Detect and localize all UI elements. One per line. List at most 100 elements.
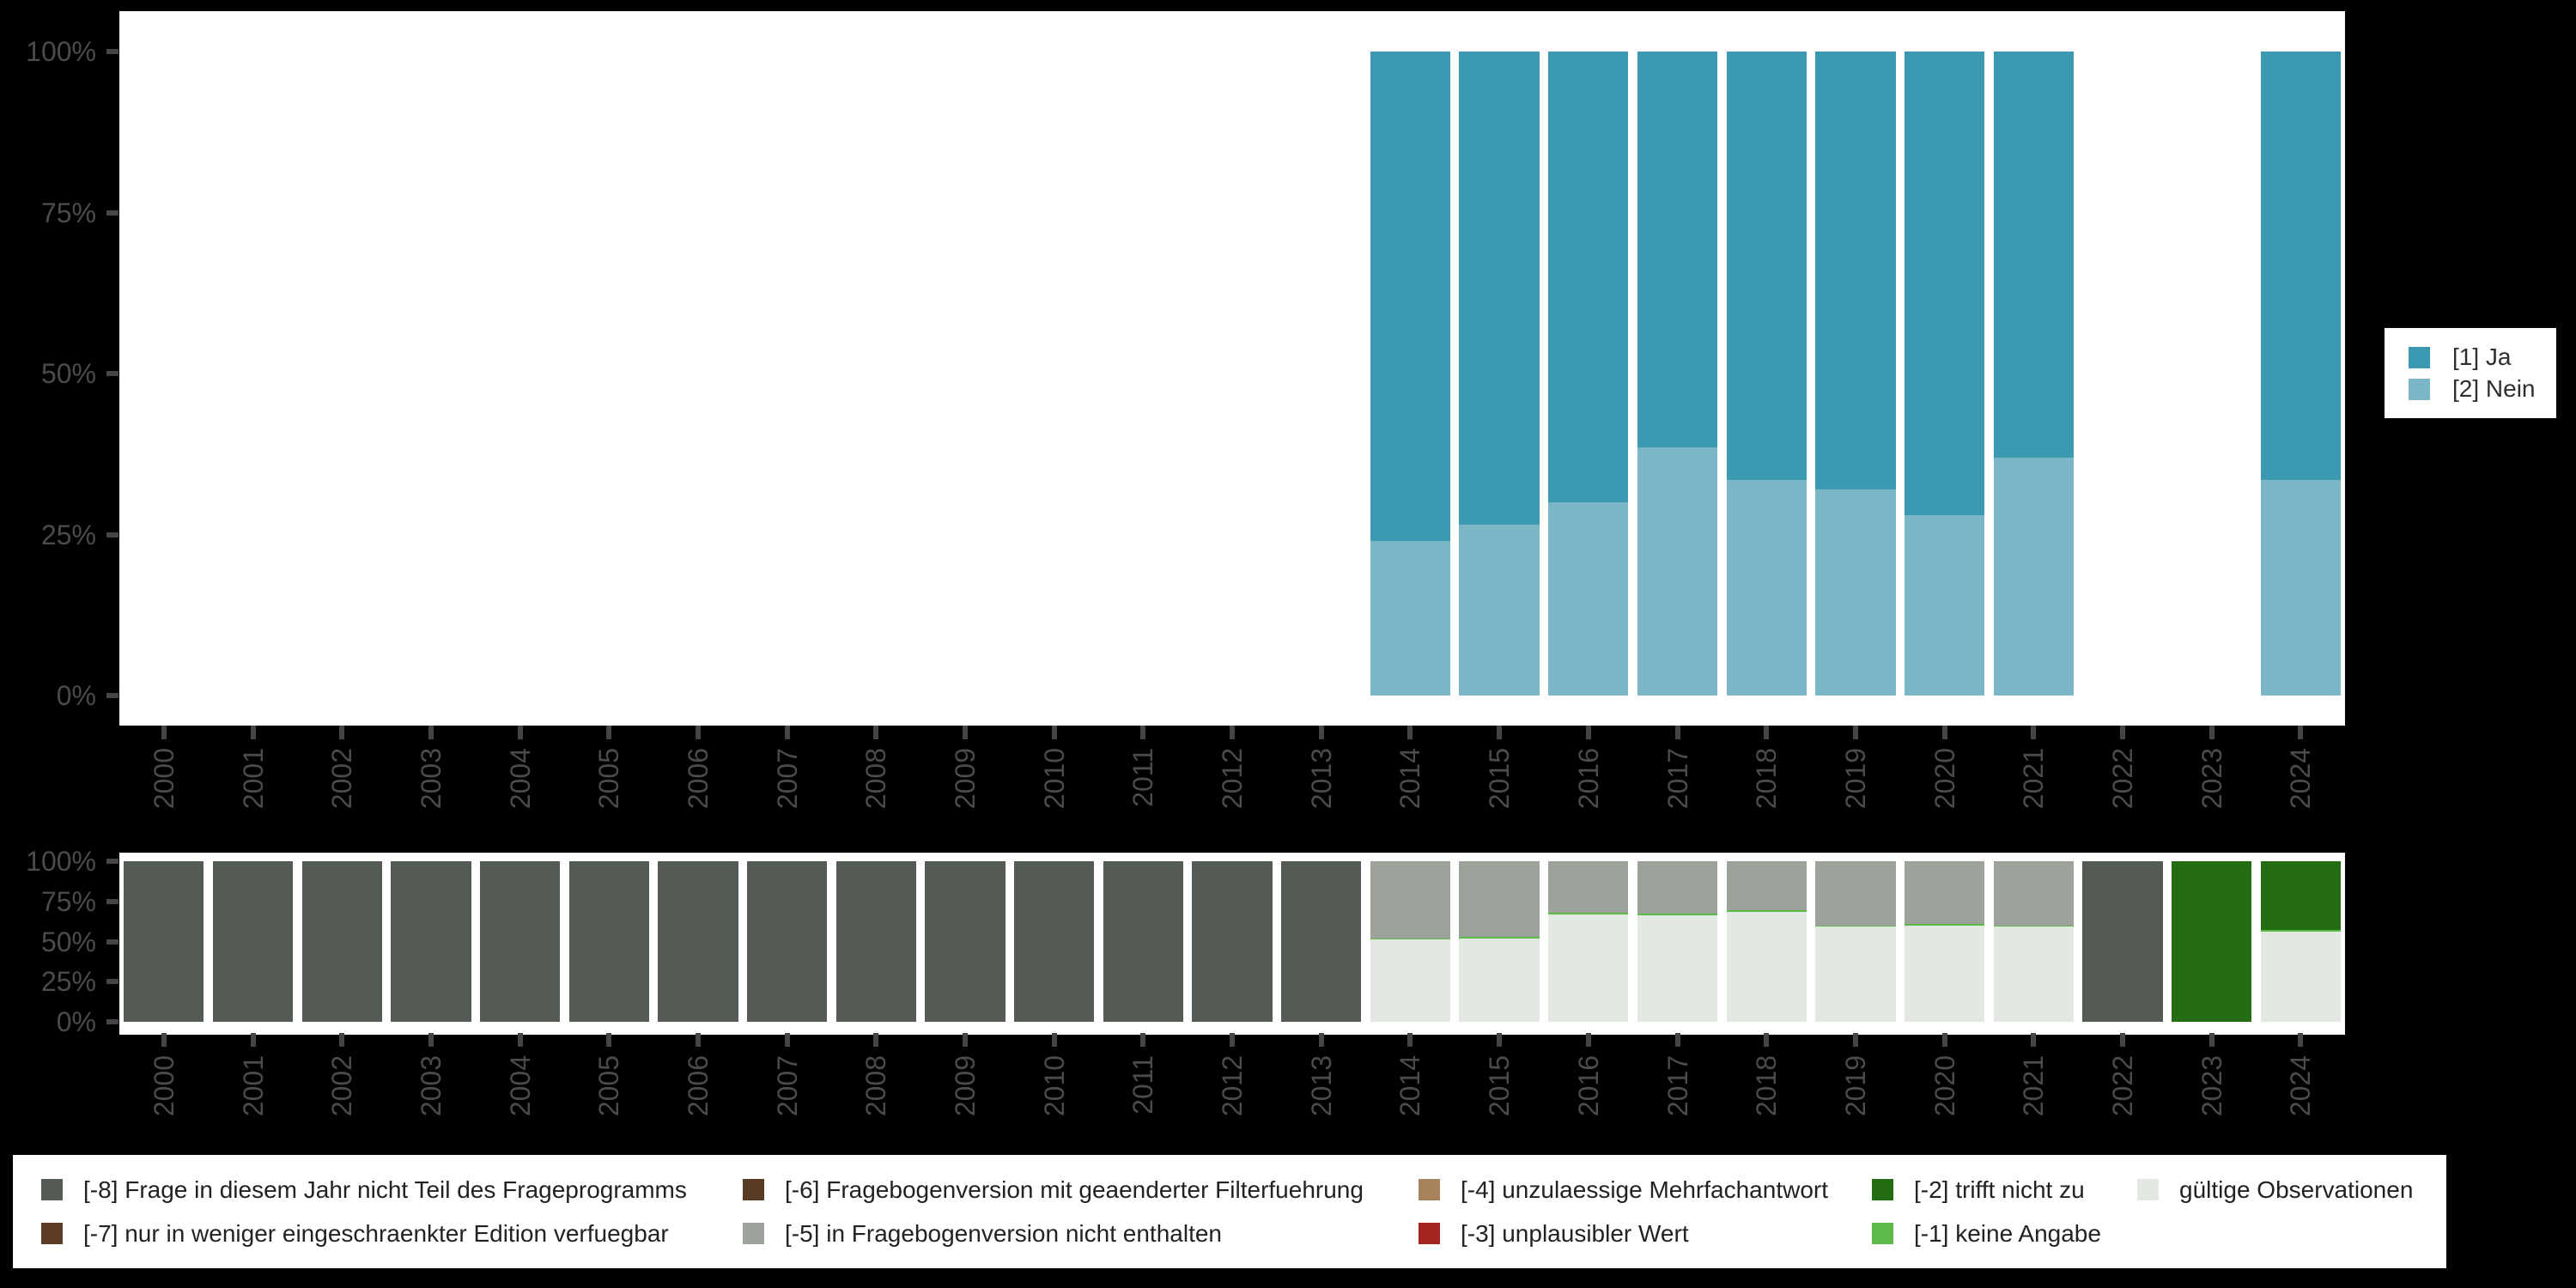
x-tick-mark (2298, 1033, 2304, 1047)
x-tick-mark (517, 1033, 523, 1047)
bar-2024-2-trifft-nicht-zu (2260, 860, 2341, 931)
x-tick-mark (1941, 1033, 1947, 1047)
y-tick-label: 75% (40, 197, 96, 228)
legend-label: [1] Ja (2452, 343, 2512, 370)
bar-slot-2001 (209, 11, 298, 726)
x-tick-mark (1140, 1033, 1146, 1047)
bar-slot-2007 (743, 853, 832, 1035)
legend-label: [-2] trifft nicht zu (1914, 1176, 2085, 1203)
x-slot-2019: 2019 (1811, 1033, 1900, 1170)
x-slot-2013: 2013 (1277, 726, 1366, 863)
x-tick-label-2009: 2009 (950, 748, 981, 810)
x-slot-2008: 2008 (832, 1033, 921, 1170)
legend-label: [-6] Fragebogenversion mit geaenderter F… (785, 1176, 1364, 1203)
x-tick-label-2023: 2023 (2196, 748, 2227, 810)
bar-2008-8-frage-in-diesem-jahr-nicht-teil-des-frageprogramms (835, 860, 916, 1022)
x-tick-mark (1497, 726, 1503, 739)
bar-slot-2004 (476, 11, 565, 726)
legend-item-5-in-fragebogenversion-nicht-enthalten: [-5] in Fragebogenversion nicht enthalte… (743, 1220, 1364, 1247)
x-tick-mark (2208, 1033, 2215, 1047)
y-tick-label: 100% (26, 36, 96, 67)
x-slot-2024: 2024 (2257, 1033, 2346, 1170)
x-slot-2021: 2021 (1989, 1033, 2078, 1170)
x-tick-label-2022: 2022 (2106, 1055, 2138, 1117)
legend-item-6-fragebogenversion-mit-geaenderter-filterfuehrung: [-6] Fragebogenversion mit geaenderter F… (743, 1176, 1364, 1203)
x-tick-label-2017: 2017 (1662, 1055, 1693, 1117)
x-tick-label-2008: 2008 (860, 1055, 892, 1117)
bar-slot-2010 (1010, 853, 1099, 1035)
bar-slot-2017 (1633, 853, 1722, 1035)
bar-slot-2015 (1455, 11, 1544, 726)
x-tick-mark (2031, 1033, 2037, 1047)
x-tick-label-2004: 2004 (504, 748, 536, 810)
x-tick-mark (250, 726, 256, 739)
x-tick-mark (1764, 1033, 1770, 1047)
bar-slot-2014 (1366, 853, 1455, 1035)
legend-item-2-nein: [2] Nein (2409, 375, 2556, 403)
x-tick-label-2017: 2017 (1662, 748, 1693, 810)
x-tick-label-2020: 2020 (1929, 748, 1960, 810)
x-tick-label-2009: 2009 (950, 1055, 981, 1117)
y-tick-mark (106, 49, 118, 54)
x-tick-label-2006: 2006 (682, 748, 714, 810)
x-tick-label-2016: 2016 (1572, 1055, 1604, 1117)
x-slot-2007: 2007 (743, 726, 832, 863)
bar-2019-5-in-fragebogenversion-nicht-enthalten (1815, 860, 1896, 926)
x-slot-2004: 2004 (476, 726, 565, 863)
missings-legend-column-3: [-4] unzulaessige Mehrfachantwort [-3] un… (1419, 1155, 1828, 1268)
x-tick-label-2020: 2020 (1929, 1055, 1960, 1117)
x-slot-2022: 2022 (2078, 1033, 2167, 1170)
bar-slot-2024 (2257, 11, 2346, 726)
x-slot-2023: 2023 (2167, 726, 2257, 863)
bar-2017-1-ja (1637, 52, 1718, 448)
x-slot-2024: 2024 (2257, 726, 2346, 863)
bar-2018-g-ltige-observationen (1726, 911, 1807, 1022)
bar-2024-2-nein (2260, 479, 2341, 696)
bar-slot-2018 (1722, 11, 1811, 726)
x-tick-label-2013: 2013 (1305, 748, 1337, 810)
x-tick-label-2002: 2002 (326, 748, 358, 810)
x-tick-label-2024: 2024 (2285, 1055, 2317, 1117)
x-tick-label-2007: 2007 (771, 748, 803, 810)
x-tick-label-2000: 2000 (148, 748, 179, 810)
x-tick-label-2012: 2012 (1217, 1055, 1249, 1117)
bar-2001-8-frage-in-diesem-jahr-nicht-teil-des-frageprogramms (212, 860, 294, 1022)
8-frage-in-diesem-jahr-nicht-teil-des-frageprogramms-swatch (41, 1179, 63, 1200)
bar-slot-2000 (119, 11, 209, 726)
x-slot-2014: 2014 (1366, 726, 1455, 863)
bar-2021-g-ltige-observationen (1993, 927, 2074, 1022)
bar-slot-2023 (2167, 853, 2257, 1035)
legend-item-7-nur-in-weniger-eingeschraenkter-edition-verfuegbar: [-7] nur in weniger eingeschraenkter Edi… (41, 1220, 687, 1247)
bar-slot-2000 (119, 853, 209, 1035)
bar-slot-2020 (1900, 11, 1990, 726)
legend-label: [-3] unplausibler Wert (1461, 1219, 1689, 1247)
y-tick-label: 50% (40, 926, 96, 957)
bar-2016-1-keine-angabe (1548, 913, 1629, 915)
bar-2014-2-nein (1370, 541, 1451, 696)
legend-item-1-keine-angabe: [-1] keine Angabe (1872, 1220, 2101, 1247)
bar-2013-8-frage-in-diesem-jahr-nicht-teil-des-frageprogramms (1281, 860, 1362, 1022)
bar-slot-2012 (1188, 11, 1277, 726)
bar-slot-2017 (1633, 11, 1722, 726)
x-slot-2010: 2010 (1010, 726, 1099, 863)
x-tick-mark (428, 726, 434, 739)
bar-2009-8-frage-in-diesem-jahr-nicht-teil-des-frageprogramms (925, 860, 1005, 1022)
missings-legend: [-8] Frage in diesem Jahr nicht Teil des… (13, 1155, 2446, 1268)
x-tick-mark (784, 1033, 790, 1047)
x-tick-mark (1407, 1033, 1413, 1047)
bar-2016-2-nein (1548, 502, 1629, 696)
x-tick-mark (606, 1033, 612, 1047)
response-legend: [1] Ja [2] Nein (2385, 328, 2556, 418)
4-unzulaessige-mehrfachantwort-swatch (1419, 1179, 1440, 1200)
x-slot-2006: 2006 (653, 726, 743, 863)
y-tick-mark (106, 859, 118, 864)
bar-2006-8-frage-in-diesem-jahr-nicht-teil-des-frageprogramms (658, 860, 738, 1022)
bar-slot-2009 (920, 11, 1010, 726)
bar-2018-5-in-fragebogenversion-nicht-enthalten (1726, 860, 1807, 910)
x-tick-mark (161, 1033, 167, 1047)
y-tick-mark (106, 979, 118, 985)
x-tick-label-2016: 2016 (1572, 748, 1604, 810)
x-tick-label-2003: 2003 (415, 748, 447, 810)
legend-label: [-5] in Fragebogenversion nicht enthalte… (785, 1219, 1222, 1247)
x-tick-label-2022: 2022 (2106, 748, 2138, 810)
